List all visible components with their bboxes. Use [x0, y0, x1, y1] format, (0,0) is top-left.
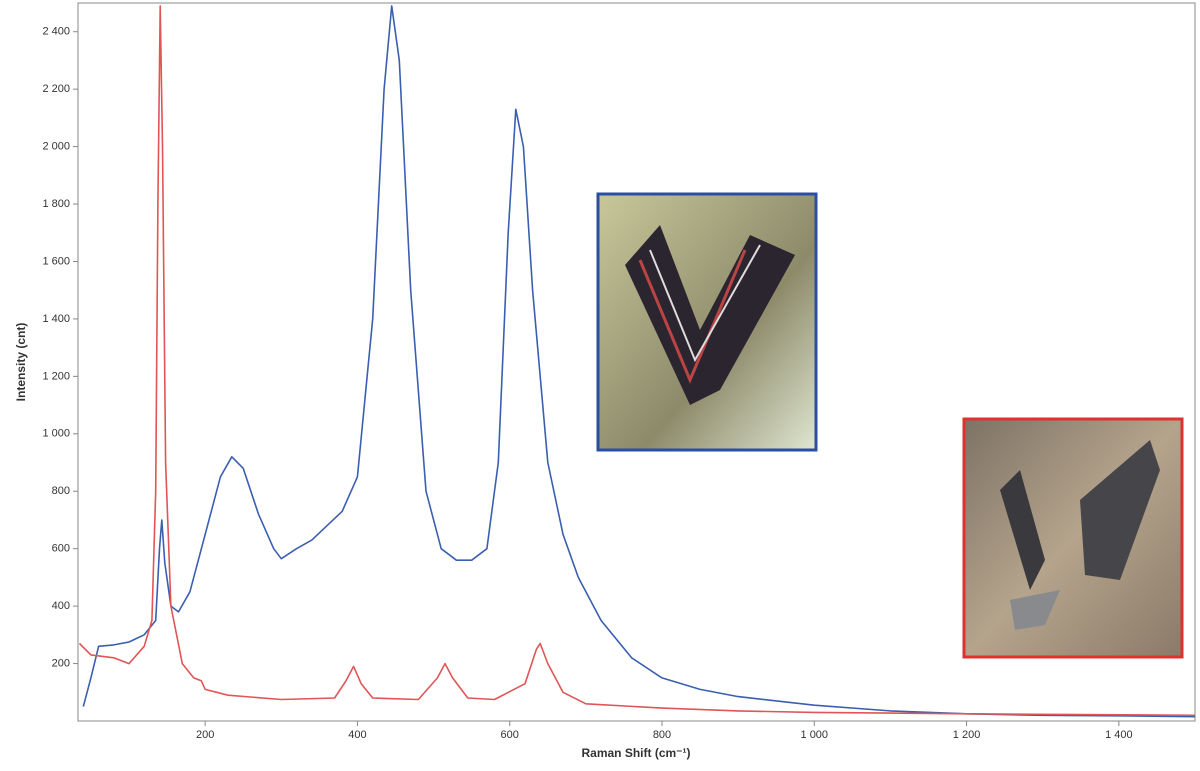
y-tick-label: 1 600 [42, 255, 70, 267]
x-tick-label: 800 [653, 729, 671, 741]
inset-photo-red [962, 417, 1184, 659]
y-tick-label: 1 800 [42, 198, 70, 210]
y-tick-label: 1 200 [42, 370, 70, 382]
plot-frame [77, 2, 1196, 722]
y-tick-label: 600 [52, 543, 70, 555]
y-tick-label: 200 [52, 657, 70, 669]
x-tick-label: 200 [196, 729, 214, 741]
x-tick-label: 1 000 [801, 729, 829, 741]
y-tick-label: 2 000 [42, 141, 70, 153]
x-tick-label: 400 [348, 729, 366, 741]
x-axis-title: Raman Shift (cm⁻¹) [581, 746, 690, 760]
x-tick-label: 600 [501, 729, 519, 741]
x-tick-label: 1 400 [1105, 729, 1133, 741]
y-tick-label: 2 200 [42, 83, 70, 95]
y-tick-label: 1 400 [42, 313, 70, 325]
y-tick-label: 2 400 [42, 26, 70, 38]
y-tick-label: 800 [52, 485, 70, 497]
y-tick-label: 1 000 [42, 428, 70, 440]
y-axis-title: Intensity (cnt) [14, 323, 28, 402]
series-line [82, 5, 1196, 718]
inset-photo-blue [596, 192, 818, 452]
series-line [78, 5, 1196, 717]
y-tick-label: 400 [52, 600, 70, 612]
x-tick-label: 1 200 [953, 729, 981, 741]
